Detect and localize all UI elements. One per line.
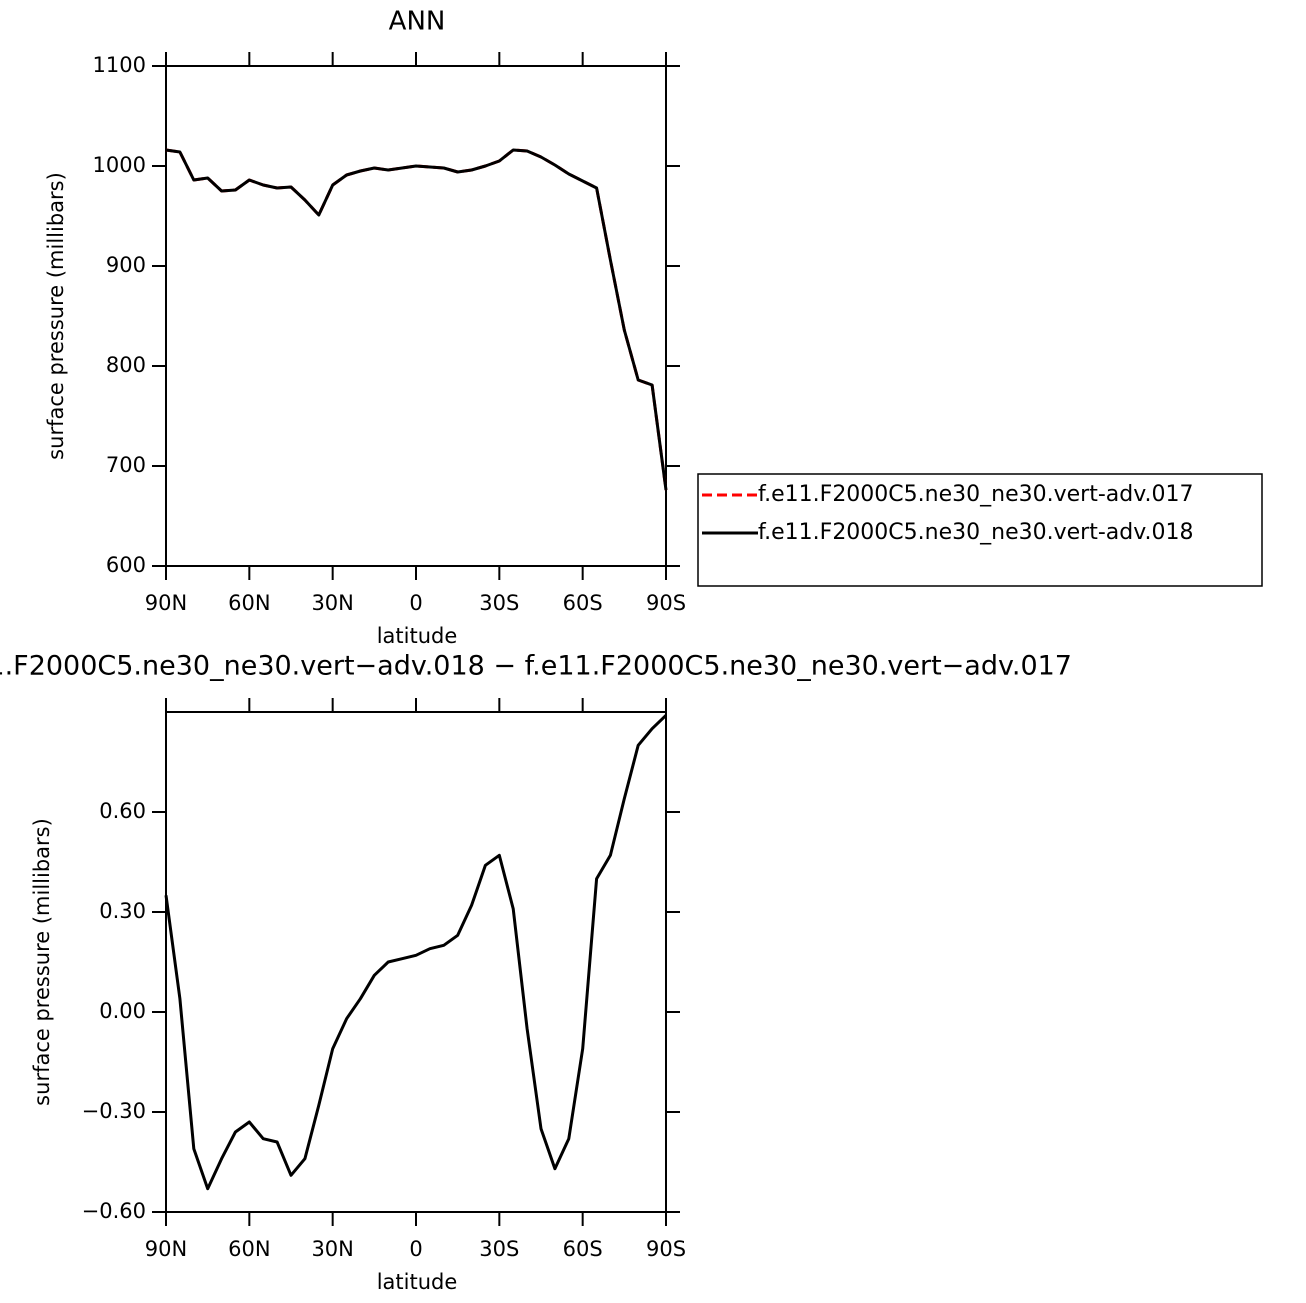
x-tick-label: 90N	[145, 591, 187, 615]
x-tick-label: 60N	[228, 591, 270, 615]
y-axis-label: surface pressure (millibars)	[30, 818, 54, 1106]
series-line	[165, 148, 668, 491]
x-axis-label: latitude	[377, 1270, 458, 1294]
series-line	[165, 148, 668, 491]
x-tick-label: 30N	[311, 591, 353, 615]
x-tick-label: 0	[409, 1237, 422, 1261]
y-tick-label: 700	[106, 453, 146, 477]
y-tick-label: 900	[106, 253, 146, 277]
series-line	[164, 714, 668, 1191]
y-tick-label: 0.00	[99, 999, 146, 1023]
x-tick-label: 0	[409, 591, 422, 615]
y-tick-label: 1000	[93, 153, 146, 177]
y-tick-label: 0.60	[99, 799, 146, 823]
y-axis-label: surface pressure (millibars)	[44, 172, 68, 460]
x-axis-label: latitude	[377, 624, 458, 648]
y-tick-label: 0.30	[99, 899, 146, 923]
y-tick-label: 800	[106, 353, 146, 377]
x-tick-label: 30S	[479, 1237, 519, 1261]
x-tick-label: 90S	[646, 591, 686, 615]
legend-label: f.e11.F2000C5.ne30_ne30.vert-adv.017	[758, 482, 1194, 507]
chart-title: f.e11.F2000C5.ne30_ne30.vert−adv.018 − f…	[0, 651, 1072, 682]
plot-frame	[165, 65, 667, 567]
x-tick-label: 60S	[563, 591, 603, 615]
y-tick-label: −0.30	[82, 1099, 146, 1123]
x-tick-label: 60S	[563, 1237, 603, 1261]
y-tick-label: 1100	[93, 53, 146, 77]
legend-box	[697, 473, 1263, 587]
legend-label: f.e11.F2000C5.ne30_ne30.vert-adv.018	[758, 520, 1194, 545]
chart-title: ANN	[389, 7, 446, 37]
x-tick-label: 90S	[646, 1237, 686, 1261]
x-tick-label: 30S	[479, 591, 519, 615]
x-tick-label: 90N	[145, 1237, 187, 1261]
y-tick-label: 600	[106, 553, 146, 577]
x-tick-label: 30N	[311, 1237, 353, 1261]
x-tick-label: 60N	[228, 1237, 270, 1261]
y-tick-label: −0.60	[82, 1199, 146, 1223]
